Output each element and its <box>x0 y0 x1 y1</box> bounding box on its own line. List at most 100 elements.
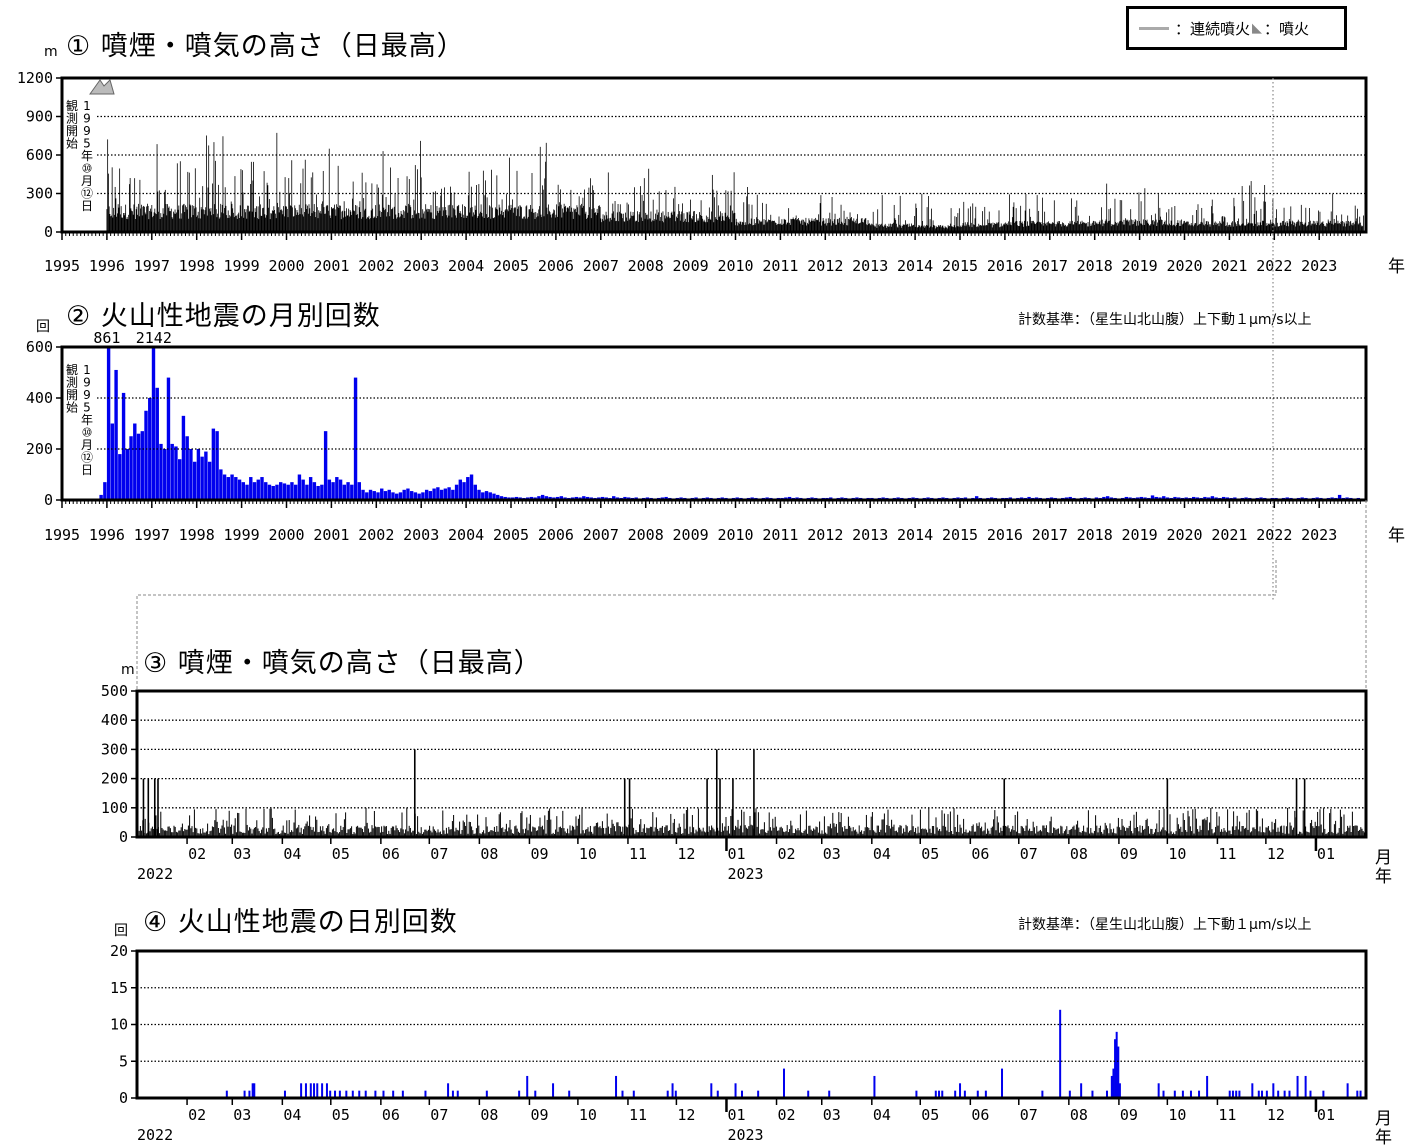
panel2-bar <box>343 485 346 500</box>
panel2-xtick-label: 2023 <box>1301 526 1337 544</box>
panel2-xtick-label: 1995 <box>44 526 80 544</box>
panel3-xtick-label: 09 <box>1120 845 1138 863</box>
panel1-xtick-label: 2003 <box>403 257 439 275</box>
panel2-xtick-label: 1996 <box>89 526 125 544</box>
panel4-ytick-label: 15 <box>110 979 128 997</box>
panel2-xtick-label: 2007 <box>583 526 619 544</box>
panel2-bar <box>339 480 342 500</box>
panel4-bar <box>1119 1083 1121 1098</box>
panel2-start-note-date: 日 <box>81 463 93 477</box>
panel3-frame <box>137 691 1366 837</box>
panel1-start-note: 始 <box>66 137 78 151</box>
panel2-bar <box>144 411 147 500</box>
panel2-bar <box>466 477 469 500</box>
panel2-xtick-label: 2005 <box>493 526 529 544</box>
panel3-xtick-label: 02 <box>188 845 206 863</box>
panel3-xtick-label: 07 <box>430 845 448 863</box>
panel3-xtick-label: 01 <box>727 845 745 863</box>
panel2-bar <box>167 378 170 500</box>
panel1-bars <box>107 133 1364 232</box>
panel2-bar <box>380 489 383 500</box>
panel1-ytick-label: 1200 <box>17 69 53 87</box>
panel2-bar <box>477 490 480 500</box>
panel2-xtick-label: 2006 <box>538 526 574 544</box>
panel2-bar <box>455 485 458 500</box>
panel1-xtick-label: 2017 <box>1032 257 1068 275</box>
panel1-xtick-label: 1995 <box>44 257 80 275</box>
panel3-xtick-label: 06 <box>971 845 989 863</box>
panel2-bar <box>133 424 136 501</box>
panel3-ytick-label: 300 <box>101 740 128 758</box>
panel2-ytick-label: 0 <box>44 491 53 509</box>
panel2-bar <box>272 486 275 500</box>
panel2-bar <box>178 459 181 500</box>
panel4-bar <box>447 1083 449 1098</box>
panel2-bar <box>451 490 454 500</box>
panel2-start-note: 始 <box>66 401 78 415</box>
panel3-xtick-label: 06 <box>382 845 400 863</box>
panel2-bar <box>260 477 263 500</box>
panel2-xtick-label: 1997 <box>134 526 170 544</box>
panel2-bar <box>171 444 174 500</box>
panel2-ytick-label: 400 <box>26 389 53 407</box>
panel2-xtick-label: 2019 <box>1122 526 1158 544</box>
panel2-bar <box>294 485 297 500</box>
panel3-year-label: 2023 <box>727 865 763 883</box>
panel1-ytick-label: 900 <box>26 108 53 126</box>
panel2-frame <box>62 347 1366 500</box>
panel2-bar <box>369 490 372 500</box>
panel1-xtick-label: 1996 <box>89 257 125 275</box>
panel2-bar <box>361 490 364 500</box>
panel4-year-label: 2023 <box>727 1126 763 1144</box>
panel4-bar <box>300 1083 302 1098</box>
panel4-ytick-label: 10 <box>110 1016 128 1034</box>
panel4-xtick-label: 05 <box>921 1106 939 1124</box>
panel3-xtick-label: 09 <box>530 845 548 863</box>
panel2-xtick-label: 1998 <box>179 526 215 544</box>
panel2-bar <box>358 482 361 500</box>
panel2-bars <box>99 347 1363 500</box>
panel1-xtick-label: 2013 <box>852 257 888 275</box>
panel2-bar <box>230 475 233 501</box>
panel3-ytick-label: 0 <box>119 828 128 846</box>
panel2-xtick-label: 2002 <box>358 526 394 544</box>
panel2-bar <box>193 462 196 500</box>
panel4-xtick-label: 04 <box>283 1106 301 1124</box>
panel2-bar <box>309 477 312 500</box>
panel1-xtick-label: 2006 <box>538 257 574 275</box>
panel1-xtick-label: 2008 <box>628 257 664 275</box>
panel2-bar <box>331 482 334 500</box>
panel2-bar <box>122 393 125 500</box>
panel1-xtick-label: 2010 <box>717 257 753 275</box>
panel2-bar <box>305 485 308 500</box>
panel4-bar <box>873 1076 875 1098</box>
panel2-bar <box>432 489 435 500</box>
panel2-bar <box>275 485 278 500</box>
panel2-ytick-label: 200 <box>26 440 53 458</box>
panel2-bar <box>163 449 166 500</box>
panel2-xtick-label: 2004 <box>448 526 484 544</box>
panel2-bar <box>111 424 114 501</box>
panel2-xtick-label: 2017 <box>1032 526 1068 544</box>
panel1-xtick-label: 2014 <box>897 257 933 275</box>
panel1-xtick-label: 2021 <box>1211 257 1247 275</box>
panel2-bar <box>298 475 301 501</box>
panel2-bar <box>118 454 121 500</box>
panel3-year-label: 2022 <box>137 865 173 883</box>
panel2-ytick-label: 600 <box>26 338 53 356</box>
panel4-xtick-label: 09 <box>530 1106 548 1124</box>
panel1-xtick-label: 2018 <box>1077 257 1113 275</box>
panel4-xtick-label: 12 <box>1267 1106 1285 1124</box>
panel2-bar <box>444 489 447 500</box>
panel4-xtick-label: 02 <box>778 1106 796 1124</box>
panel1-xtick-label: 2022 <box>1256 257 1292 275</box>
panel2-bar <box>290 482 293 500</box>
panel3-xtick-label: 11 <box>1218 845 1236 863</box>
panel2-bar <box>208 462 211 500</box>
panel1-xtick-label: 2012 <box>807 257 843 275</box>
panel2-bar <box>137 434 140 500</box>
panel1-xtick-label: 2019 <box>1122 257 1158 275</box>
panel1-xtick-label: 2015 <box>942 257 978 275</box>
panel2-bar <box>249 477 252 500</box>
panel4-xtick-label: 06 <box>382 1106 400 1124</box>
